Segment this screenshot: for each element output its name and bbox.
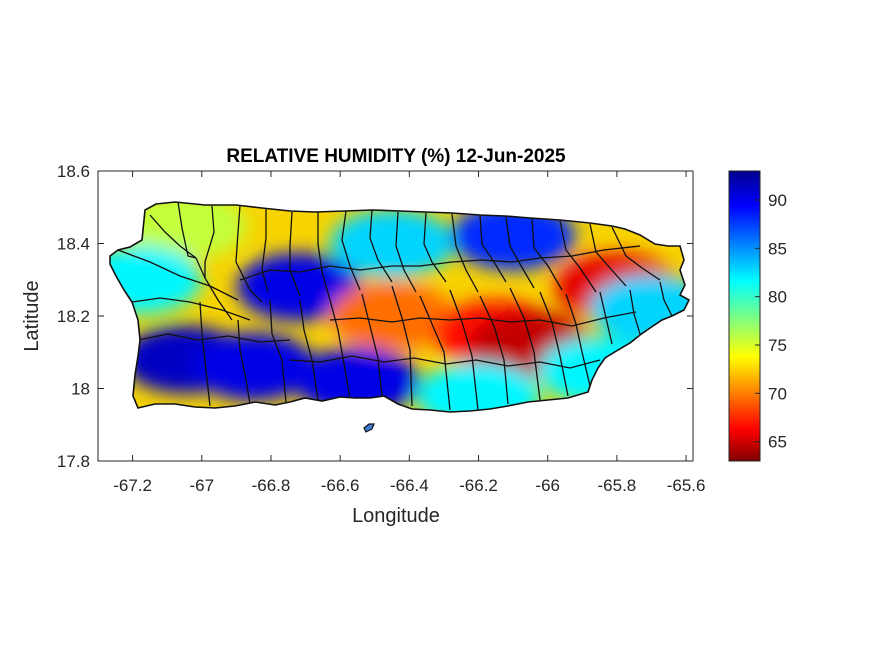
y-tick-label: 18.6 <box>57 162 90 181</box>
y-tick-label: 18 <box>71 380 90 399</box>
municipality-border <box>611 226 661 281</box>
municipality-border <box>369 209 393 283</box>
municipality-border <box>299 299 319 401</box>
municipality-border <box>177 202 197 259</box>
x-tick-label: -66.8 <box>252 476 291 495</box>
humidity-region-central-mountains <box>330 282 455 350</box>
colorbar-tick-label: 85 <box>768 239 787 258</box>
humidity-region-west-coast <box>110 245 202 314</box>
x-tick-label: -66 <box>535 476 560 495</box>
x-tick-label: -66.2 <box>459 476 498 495</box>
humidity-region-north-west-coast <box>122 202 247 260</box>
colorbar-gradient <box>728 170 761 462</box>
colorbar-tick-label: 75 <box>768 336 787 355</box>
x-tick-label: -66.6 <box>321 476 360 495</box>
x-axis: -67.2 -67 -66.8 -66.6 -66.4 -66.2 -66 -65.8 -65.… <box>113 171 705 495</box>
municipality-border <box>289 355 601 369</box>
caja-de-muerto-island <box>363 423 375 433</box>
humidity-region-west-central <box>236 253 361 321</box>
municipality-border <box>423 212 447 283</box>
municipality-borders <box>117 202 673 411</box>
municipality-border <box>479 214 507 283</box>
municipality-border <box>261 209 269 293</box>
x-tick-label: -65.6 <box>667 476 706 495</box>
humidity-region-south-coast-east <box>416 361 541 412</box>
puerto-rico-coastline <box>109 201 691 413</box>
x-axis-label: Longitude <box>352 505 440 527</box>
municipality-border <box>204 205 215 278</box>
municipality-border <box>239 245 641 281</box>
x-tick-label: -67 <box>189 476 214 495</box>
municipality-border <box>449 289 479 411</box>
municipality-border <box>451 213 479 293</box>
municipality-border <box>329 311 637 327</box>
y-axis: 18.6 18.4 18.2 18 17.8 <box>57 162 693 471</box>
municipality-border <box>505 216 535 289</box>
municipality-border <box>137 333 291 343</box>
municipality-border <box>237 319 251 405</box>
municipality-border <box>531 217 563 291</box>
humidity-region-south-west-inland <box>191 332 316 401</box>
municipality-border <box>117 249 239 301</box>
x-tick-label: -67.2 <box>113 476 152 495</box>
x-tick-label: -65.8 <box>598 476 637 495</box>
colorbar-tick-label: 70 <box>768 384 787 403</box>
municipality-border <box>395 211 417 293</box>
municipality-border <box>199 301 211 407</box>
colorbar: 90 85 80 75 70 65 <box>728 170 787 462</box>
municipality-border <box>361 293 383 397</box>
chart-title: RELATIVE HUMIDITY (%) 12-Jun-2025 <box>226 146 566 167</box>
colorbar-tick-label: 90 <box>768 191 787 210</box>
colorbar-ticks: 90 85 80 75 70 65 <box>755 191 787 452</box>
municipality-border <box>659 281 673 317</box>
municipality-border <box>559 220 597 293</box>
municipality-border <box>131 297 251 321</box>
municipality-border <box>565 293 591 387</box>
humidity-region-north-central <box>330 209 455 278</box>
municipality-border <box>391 285 413 407</box>
municipality-border <box>341 210 361 291</box>
y-tick-label: 18.4 <box>57 235 90 254</box>
municipality-border <box>539 291 569 397</box>
municipality-border <box>269 299 287 403</box>
municipality-border <box>317 212 331 301</box>
municipality-border <box>509 287 541 401</box>
municipality-border <box>479 295 509 405</box>
municipality-border <box>329 299 351 399</box>
municipality-border <box>289 211 301 297</box>
y-axis-label: Latitude <box>21 280 43 351</box>
colorbar-tick-label: 80 <box>768 288 787 307</box>
x-tick-label: -66.4 <box>390 476 429 495</box>
municipality-border <box>589 223 627 287</box>
municipality-border <box>419 295 451 411</box>
municipality-border <box>235 205 263 303</box>
colorbar-tick-label: 65 <box>768 433 787 452</box>
y-tick-label: 18.2 <box>57 307 90 326</box>
municipality-border <box>629 289 641 335</box>
y-tick-label: 17.8 <box>57 452 90 471</box>
